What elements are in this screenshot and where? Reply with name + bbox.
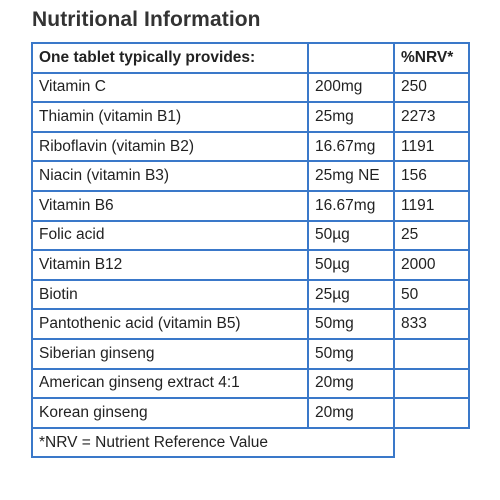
nutrient-amount: 50µg [307,249,395,281]
table-header-row: One tablet typically provides: %NRV* [31,42,470,74]
nutrient-name: Pantothenic acid (vitamin B5) [31,308,309,340]
nutrient-nrv: 25 [393,219,470,252]
nutrient-amount: 16.67mg [307,130,395,163]
nutrient-nrv: 2273 [393,101,470,133]
nutrient-amount: 25µg [307,278,395,311]
nutrient-amount: 20mg [307,397,395,429]
nutrient-nrv: 1191 [393,189,470,222]
table-row: Niacin (vitamin B3) 25mg NE 156 [31,160,470,192]
nutrient-name: Siberian ginseng [31,337,309,370]
header-nrv: %NRV* [393,42,470,74]
nutrient-amount: 50mg [307,337,395,370]
nutrient-nrv: 2000 [393,249,470,281]
nutrient-name: American ginseng extract 4:1 [31,367,309,400]
table-row: Vitamin B6 16.67mg 1191 [31,189,470,222]
nutrient-amount: 25mg [307,101,395,133]
nutrient-amount: 50mg [307,308,395,340]
table-row: Riboflavin (vitamin B2) 16.67mg 1191 [31,130,470,163]
table-row: Siberian ginseng 50mg [31,337,470,370]
table-row: Folic acid 50µg 25 [31,219,470,252]
table-row: American ginseng extract 4:1 20mg [31,367,470,400]
nutrient-nrv [393,397,470,429]
table-row: Vitamin C 200mg 250 [31,71,470,104]
nutrient-amount: 16.67mg [307,189,395,222]
nutrition-table: One tablet typically provides: %NRV* Vit… [31,42,470,459]
nutrient-name: Folic acid [31,219,309,252]
nutrient-amount: 25mg NE [307,160,395,192]
nutrient-amount: 200mg [307,71,395,104]
nutrient-name: Vitamin C [31,71,309,104]
nutrient-name: Biotin [31,278,309,311]
nutrient-name: Thiamin (vitamin B1) [31,101,309,133]
nutrient-nrv [393,337,470,370]
nutrient-nrv: 156 [393,160,470,192]
table-body: Vitamin C 200mg 250 Thiamin (vitamin B1)… [31,71,470,459]
nutrient-name: Korean ginseng [31,397,309,429]
header-label: One tablet typically provides: [31,42,309,74]
footnote-row: *NRV = Nutrient Reference Value [31,426,469,459]
nutrient-name: Vitamin B12 [31,249,309,281]
header-amount [307,42,395,74]
table-row: Korean ginseng 20mg [31,397,470,429]
nutrient-name: Niacin (vitamin B3) [31,160,309,192]
nutrient-amount: 50µg [307,219,395,252]
table-row: Biotin 25µg 50 [31,278,470,311]
nutrient-name: Vitamin B6 [31,189,309,222]
table-row: Pantothenic acid (vitamin B5) 50mg 833 [31,308,470,340]
nutrient-nrv: 1191 [393,130,470,163]
nutrient-nrv [393,367,470,400]
nutrient-amount: 20mg [307,367,395,400]
page-title: Nutritional Information [32,8,261,31]
footnote: *NRV = Nutrient Reference Value [31,426,395,459]
table-row: Thiamin (vitamin B1) 25mg 2273 [31,101,470,133]
nutrient-name: Riboflavin (vitamin B2) [31,130,309,163]
table-row: Vitamin B12 50µg 2000 [31,249,470,281]
footnote-blank-cell [393,426,469,458]
nutrient-nrv: 50 [393,278,470,311]
nutrient-nrv: 833 [393,308,470,340]
nutrient-nrv: 250 [393,71,470,104]
